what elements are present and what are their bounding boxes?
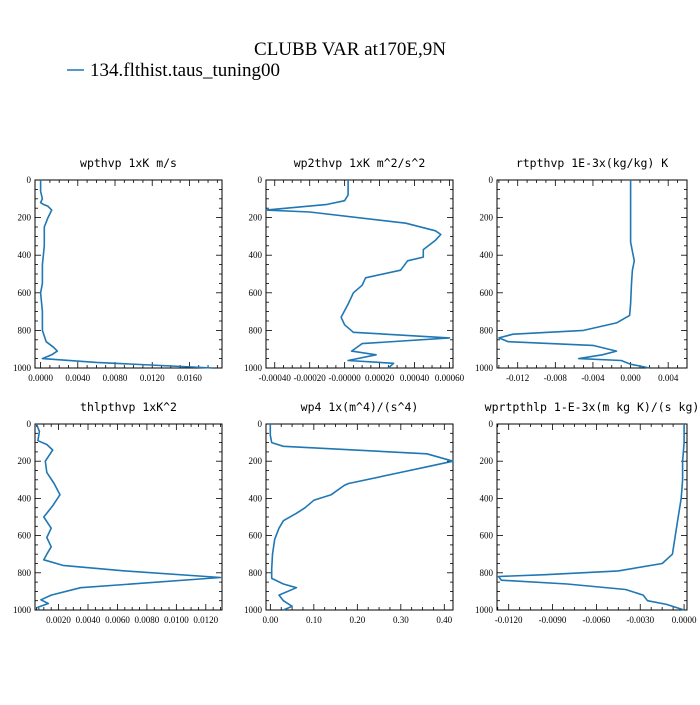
y-tick-label: 0: [489, 175, 494, 185]
y-tick-label: 1000: [475, 363, 494, 373]
series-line: [265, 180, 451, 369]
y-tick-label: 400: [480, 493, 494, 503]
x-tick-label: 0.0080: [135, 615, 160, 625]
x-tick-label: 0.0100: [164, 615, 189, 625]
series-line: [269, 424, 454, 611]
y-tick-label: 600: [18, 531, 32, 541]
y-tick-label: 200: [480, 213, 494, 223]
x-tick-label: 0.00040: [400, 373, 430, 383]
x-tick-label: -0.0060: [583, 615, 611, 625]
panel-3: rtpthvp 1E-3x(kg/kg) K 0 200 400 600 800 1000 -…: [475, 156, 688, 383]
panel-title: rtpthvp 1E-3x(kg/kg) K: [516, 156, 668, 170]
y-tick-label: 800: [480, 325, 494, 335]
y-tick-label: 800: [18, 325, 32, 335]
panel-2: wp2thvp 1xK m^2/s^202004006008001000-0.0…: [244, 156, 465, 383]
plot-frame: [34, 179, 223, 369]
x-tick-label: -0.0030: [626, 615, 654, 625]
x-tick-label: -0.004: [581, 373, 605, 383]
x-tick-label: 0.0120: [140, 373, 165, 383]
x-tick-label: -0.0120: [495, 615, 523, 625]
y-tick-label: 1000: [244, 363, 263, 373]
y-tick-label: 800: [249, 325, 263, 335]
y-tick-label: 0: [258, 419, 263, 429]
x-tick-label: 0.0040: [76, 615, 101, 625]
x-tick-label: 0.0060: [105, 615, 130, 625]
y-tick-label: 200: [18, 213, 32, 223]
y-tick-label: 600: [249, 531, 263, 541]
y-tick-label: 0: [27, 419, 32, 429]
plot-frame: [496, 179, 688, 369]
y-tick-label: 400: [18, 493, 32, 503]
y-tick-label: 400: [249, 250, 263, 260]
panel-title: thlpthvp 1xK^2: [80, 400, 177, 414]
y-tick-label: 800: [18, 568, 32, 578]
y-tick-label: 400: [249, 493, 263, 503]
x-tick-label: 0.20: [349, 615, 365, 625]
y-tick-label: 600: [480, 288, 494, 298]
x-tick-label: 0.000: [620, 373, 641, 383]
panel-title: wpthvp 1xK m/s: [80, 156, 177, 170]
series-line: [35, 423, 222, 611]
x-tick-label: 0.0080: [103, 373, 128, 383]
y-tick-label: 200: [480, 456, 494, 466]
series-line: [497, 424, 685, 611]
plot-frame: [34, 423, 223, 611]
series-line: [39, 180, 213, 369]
plot-frame: [265, 423, 454, 611]
y-tick-label: 1000: [244, 605, 263, 615]
y-tick-label: 1000: [13, 363, 32, 373]
x-tick-label: -0.008: [544, 373, 568, 383]
y-tick-label: 800: [480, 568, 494, 578]
panel-4: thlpthvp 1xK^2 0 200 400 600 800 1000 0.0020 0.0…: [13, 400, 223, 625]
y-tick-label: 400: [480, 250, 494, 260]
y-tick-label: 0: [27, 175, 32, 185]
x-tick-label: 0.0000: [672, 615, 697, 625]
y-tick-label: 1000: [475, 605, 494, 615]
x-tick-label: 0.40: [436, 615, 452, 625]
x-tick-label: 0.0020: [46, 615, 71, 625]
y-tick-label: 0: [489, 419, 494, 429]
x-tick-label: 0.0160: [177, 373, 202, 383]
y-tick-label: 600: [18, 288, 32, 298]
y-tick-label: 600: [480, 531, 494, 541]
x-tick-label: -0.00000: [329, 373, 362, 383]
y-tick-label: 800: [249, 568, 263, 578]
x-tick-label: 0.10: [306, 615, 322, 625]
x-tick-label: -0.00020: [294, 373, 327, 383]
figure-title: CLUBB VAR at170E,9N: [254, 39, 446, 60]
x-tick-label: 0.0000: [28, 373, 53, 383]
x-tick-label: 0.0040: [65, 373, 90, 383]
x-tick-label: 0.30: [393, 615, 409, 625]
x-tick-label: -0.012: [506, 373, 529, 383]
panel-title: wp2thvp 1xK m^2/s^2: [294, 156, 426, 170]
panel-6: wprtpthlp 1-E-3x(m kg K)/(s kg) 0 200 400 60…: [475, 400, 699, 625]
y-tick-label: 600: [249, 288, 263, 298]
legend-label: 134.flthist.taus_tuning00: [90, 60, 280, 81]
y-tick-label: 1000: [13, 605, 32, 615]
x-tick-label: 0.00060: [435, 373, 465, 383]
y-tick-label: 200: [249, 456, 263, 466]
x-tick-label: 0.00020: [365, 373, 395, 383]
y-tick-label: 0: [258, 175, 263, 185]
y-tick-label: 200: [249, 213, 263, 223]
series-line: [498, 180, 650, 369]
x-tick-label: -0.00040: [259, 373, 292, 383]
panel-title: wp4 1x(m^4)/(s^4): [301, 400, 419, 414]
y-tick-label: 200: [18, 456, 32, 466]
x-tick-label: -0.0090: [539, 615, 567, 625]
x-tick-label: 0.00: [262, 615, 278, 625]
x-tick-label: 0.0120: [193, 615, 218, 625]
y-tick-label: 400: [18, 250, 32, 260]
panel-title: wprtpthlp 1-E-3x(m kg K)/(s kg): [485, 400, 700, 414]
x-tick-label: 0.004: [658, 373, 679, 383]
